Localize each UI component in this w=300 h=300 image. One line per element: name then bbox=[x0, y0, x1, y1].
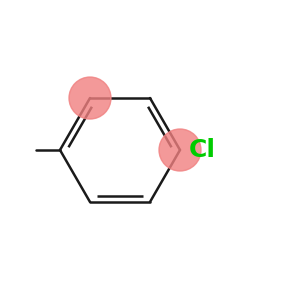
Circle shape bbox=[69, 77, 111, 119]
Circle shape bbox=[159, 129, 201, 171]
Text: Cl: Cl bbox=[189, 138, 216, 162]
